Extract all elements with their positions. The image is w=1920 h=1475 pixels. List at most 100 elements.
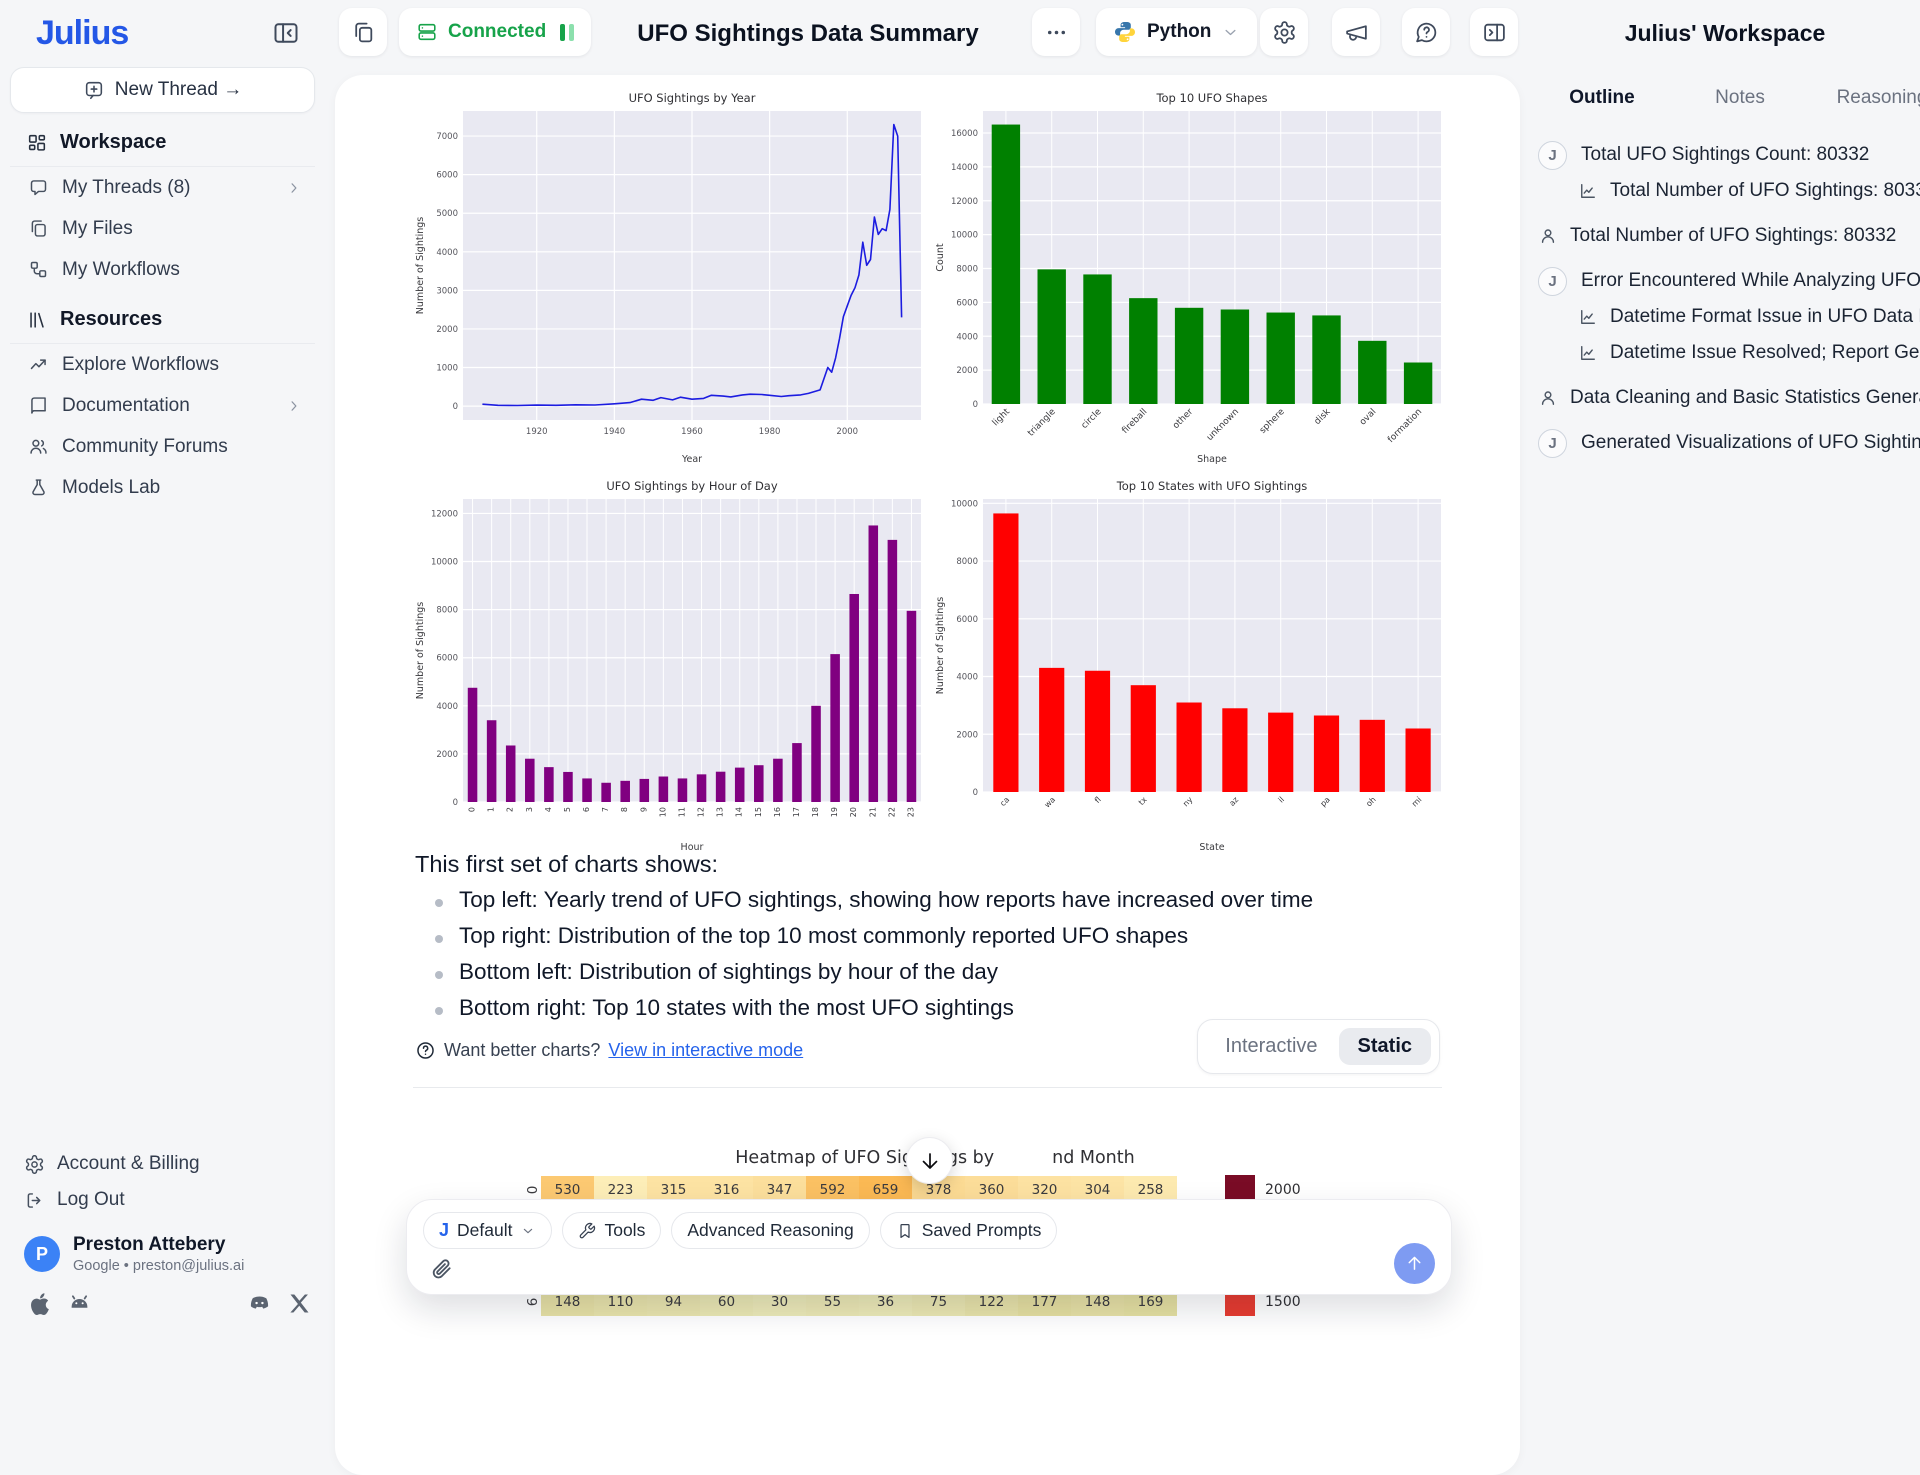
heatmap-cell: 347 <box>753 1175 806 1204</box>
outline-item[interactable]: J Error Encountered While Analyzing UFO D… <box>1530 265 1920 297</box>
sidebar-item-log-out[interactable]: Log Out <box>24 1182 303 1218</box>
tab-notes[interactable]: Notes <box>1715 87 1765 108</box>
svg-text:21: 21 <box>868 807 877 817</box>
svg-text:pa: pa <box>1318 795 1331 808</box>
outline-item[interactable]: J Total UFO Sightings Count: 80332 <box>1530 139 1920 171</box>
chart-by-hour: UFO Sightings by Hour of Day 0 2000 4000 600… <box>415 479 921 853</box>
new-thread-button[interactable]: New Thread → <box>10 67 315 113</box>
toggle-option-static[interactable]: Static <box>1338 1028 1431 1065</box>
svg-text:8: 8 <box>620 807 629 812</box>
panel-collapse-left-icon <box>272 19 300 47</box>
apple-icon[interactable] <box>28 1290 55 1317</box>
connected-label: Connected <box>448 21 547 42</box>
discord-icon[interactable] <box>246 1290 273 1317</box>
chart-top-states: Top 10 States with UFO Sightings 0 2000 400… <box>935 479 1441 853</box>
summary-heading: This first set of charts shows: <box>415 851 718 877</box>
sidebar-item-my-files[interactable]: My Files <box>10 208 315 249</box>
tab-outline[interactable]: Outline <box>1569 87 1635 108</box>
android-icon[interactable] <box>66 1290 93 1317</box>
svg-text:5: 5 <box>563 807 572 812</box>
panel-toggle-button[interactable] <box>1470 8 1518 56</box>
svg-text:10000: 10000 <box>951 499 978 509</box>
grid-icon <box>26 132 48 154</box>
section-title: Workspace <box>60 131 167 153</box>
outline-item-text: Error Encountered While Analyzing UFO Da… <box>1581 270 1920 291</box>
settings-button[interactable] <box>1260 8 1308 56</box>
sidebar-collapse-button[interactable] <box>271 19 301 49</box>
language-selector[interactable]: Python <box>1096 8 1258 56</box>
sidebar-item-label: Documentation <box>62 394 190 416</box>
announcements-button[interactable] <box>1332 8 1380 56</box>
svg-text:14000: 14000 <box>951 163 978 173</box>
tab-reasoning[interactable]: Reasoning <box>1836 87 1920 108</box>
svg-text:6: 6 <box>582 807 591 812</box>
svg-text:4000: 4000 <box>956 332 978 342</box>
chip-label: Tools <box>604 1220 646 1240</box>
toggle-option-interactive[interactable]: Interactive <box>1225 1035 1318 1057</box>
sidebar-item-my-workflows[interactable]: My Workflows <box>10 249 315 290</box>
outline-item-text: Total Number of UFO Sightings: 80332 <box>1610 180 1920 201</box>
outline-item-text: Datetime Issue Resolved; Report Gener... <box>1610 342 1920 363</box>
sidebar-item-documentation[interactable]: Documentation <box>10 385 315 426</box>
svg-text:16: 16 <box>773 807 782 817</box>
copy-thread-button[interactable] <box>339 8 387 56</box>
chip-advanced-reasoning[interactable]: Advanced Reasoning <box>671 1212 870 1249</box>
user-profile[interactable]: P Preston Attebery Google • preston@juli… <box>24 1234 303 1274</box>
svg-text:2000: 2000 <box>956 366 978 376</box>
outline-item[interactable]: Data Cleaning and Basic Statistics Gener… <box>1530 382 1920 414</box>
scroll-to-bottom-button[interactable] <box>906 1137 953 1184</box>
svg-text:1960: 1960 <box>681 427 703 437</box>
heatmap-row-0: 0 530 223 315 316 347 592 659 378 360 320 304 258 200… <box>525 1175 1301 1204</box>
book-icon <box>28 395 49 416</box>
wrench-icon <box>578 1222 596 1240</box>
svg-text:UFO Sightings by Year: UFO Sightings by Year <box>629 91 756 105</box>
panel-open-right-icon <box>1482 20 1507 45</box>
svg-text:9: 9 <box>639 807 648 812</box>
julius-letter-icon: J <box>439 1220 450 1240</box>
svg-text:ca: ca <box>998 795 1011 808</box>
outline-item[interactable]: Datetime Issue Resolved; Report Gener... <box>1530 337 1920 369</box>
charts-figure: UFO Sightings by Year 0 1000 2000 3000 4000 50… <box>411 85 1451 861</box>
chip-default[interactable]: J Default <box>423 1212 553 1249</box>
section-title: Resources <box>60 308 163 330</box>
outline-item[interactable]: Total Number of UFO Sightings: 80332 <box>1530 175 1920 207</box>
svg-text:1000: 1000 <box>436 364 458 374</box>
svg-text:15: 15 <box>754 807 763 817</box>
sidebar-item-account-billing[interactable]: Account & Billing <box>24 1146 303 1182</box>
outline-item[interactable]: Total Number of UFO Sightings: 80332 <box>1530 220 1920 252</box>
chip-saved-prompts[interactable]: Saved Prompts <box>879 1212 1058 1249</box>
svg-text:disk: disk <box>1313 407 1333 427</box>
sidebar-item-label: Account & Billing <box>57 1153 200 1174</box>
chip-tools[interactable]: Tools <box>562 1212 662 1249</box>
chevron-right-icon <box>285 179 303 197</box>
heatmap-cell: 592 <box>806 1175 859 1204</box>
heatmap-cell: 320 <box>1018 1175 1071 1204</box>
composer[interactable]: J Default Tools Advanced Reasoning Saved Pro… <box>406 1199 1452 1295</box>
svg-text:1980: 1980 <box>759 427 781 437</box>
svg-text:12000: 12000 <box>951 197 978 207</box>
xlogo-icon[interactable] <box>286 1290 313 1317</box>
attach-file-button[interactable] <box>427 1256 455 1284</box>
sidebar-item-community-forums[interactable]: Community Forums <box>10 426 315 467</box>
help-button[interactable] <box>1402 8 1450 56</box>
svg-text:Year: Year <box>681 454 702 465</box>
summary-bullet: Bottom right: Top 10 states with the mos… <box>435 995 1313 1031</box>
sidebar-item-models-lab[interactable]: Models Lab <box>10 467 315 508</box>
files-icon <box>28 218 49 239</box>
svg-text:11: 11 <box>677 807 686 817</box>
more-options-button[interactable] <box>1032 8 1080 56</box>
svg-text:3000: 3000 <box>436 286 458 296</box>
sidebar-item-label: Models Lab <box>62 476 161 498</box>
svg-text:Number of Sightings: Number of Sightings <box>415 217 426 314</box>
connected-status-button[interactable]: Connected <box>399 8 591 56</box>
interactive-mode-link[interactable]: View in interactive mode <box>608 1039 804 1060</box>
charts-footer: Want better charts? View in interactive … <box>415 1023 803 1077</box>
outline-item[interactable]: J Generated Visualizations of UFO Sightin… <box>1530 427 1920 459</box>
sidebar-item-explore-workflows[interactable]: Explore Workflows <box>10 344 315 385</box>
outline-item[interactable]: Datetime Format Issue in UFO Data Rep... <box>1530 301 1920 333</box>
svg-text:Number of Sightings: Number of Sightings <box>935 597 946 694</box>
sidebar-item-my-threads-8-[interactable]: My Threads (8) <box>10 167 315 208</box>
main-card: UFO Sightings by Year 0 1000 2000 3000 4000 50… <box>335 75 1520 1475</box>
message-plus-icon <box>83 79 105 101</box>
send-button[interactable] <box>1394 1243 1435 1284</box>
